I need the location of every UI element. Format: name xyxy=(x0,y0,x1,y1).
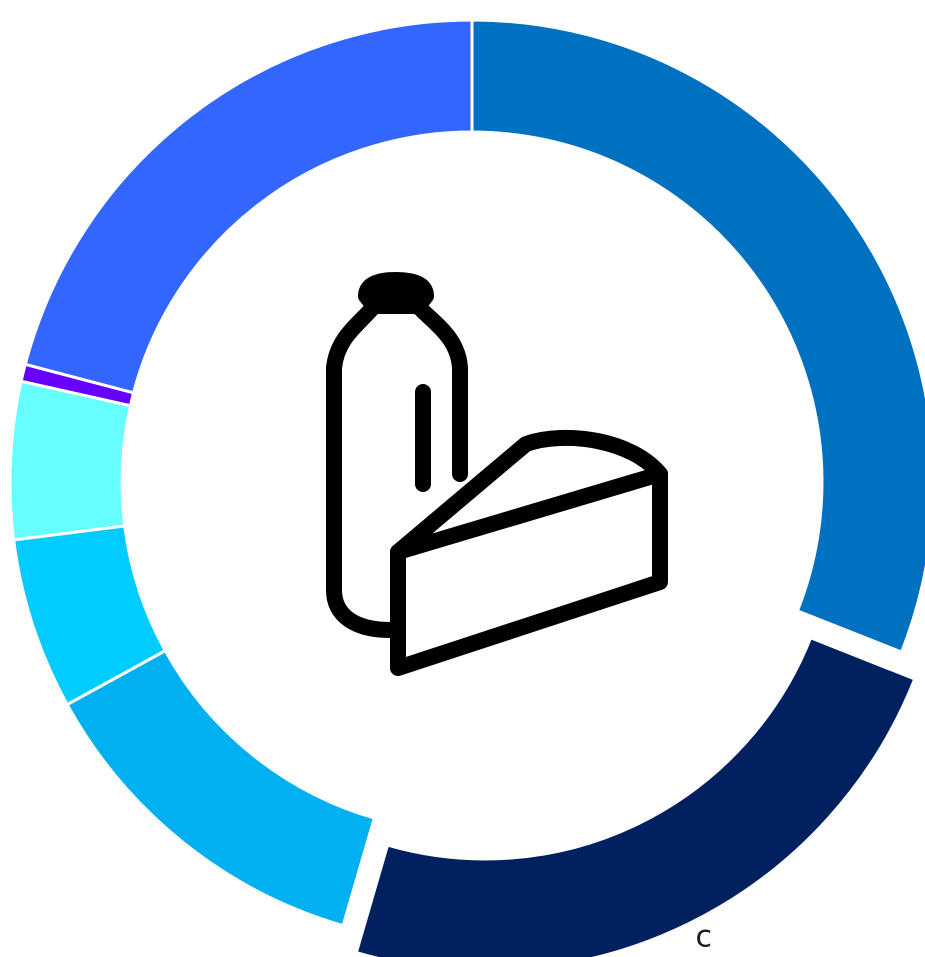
donut-slice-1 xyxy=(470,18,925,655)
donut-slice-3 xyxy=(65,648,377,928)
donut-slices xyxy=(8,18,925,957)
slice-label-2: c xyxy=(695,920,712,955)
dairy-milk-cheese-icon xyxy=(326,272,668,676)
slice-labels: c xyxy=(695,920,712,955)
donut-slice-7 xyxy=(23,18,474,395)
donut-slice-2 xyxy=(354,635,917,957)
donut-slice-5 xyxy=(8,379,133,542)
